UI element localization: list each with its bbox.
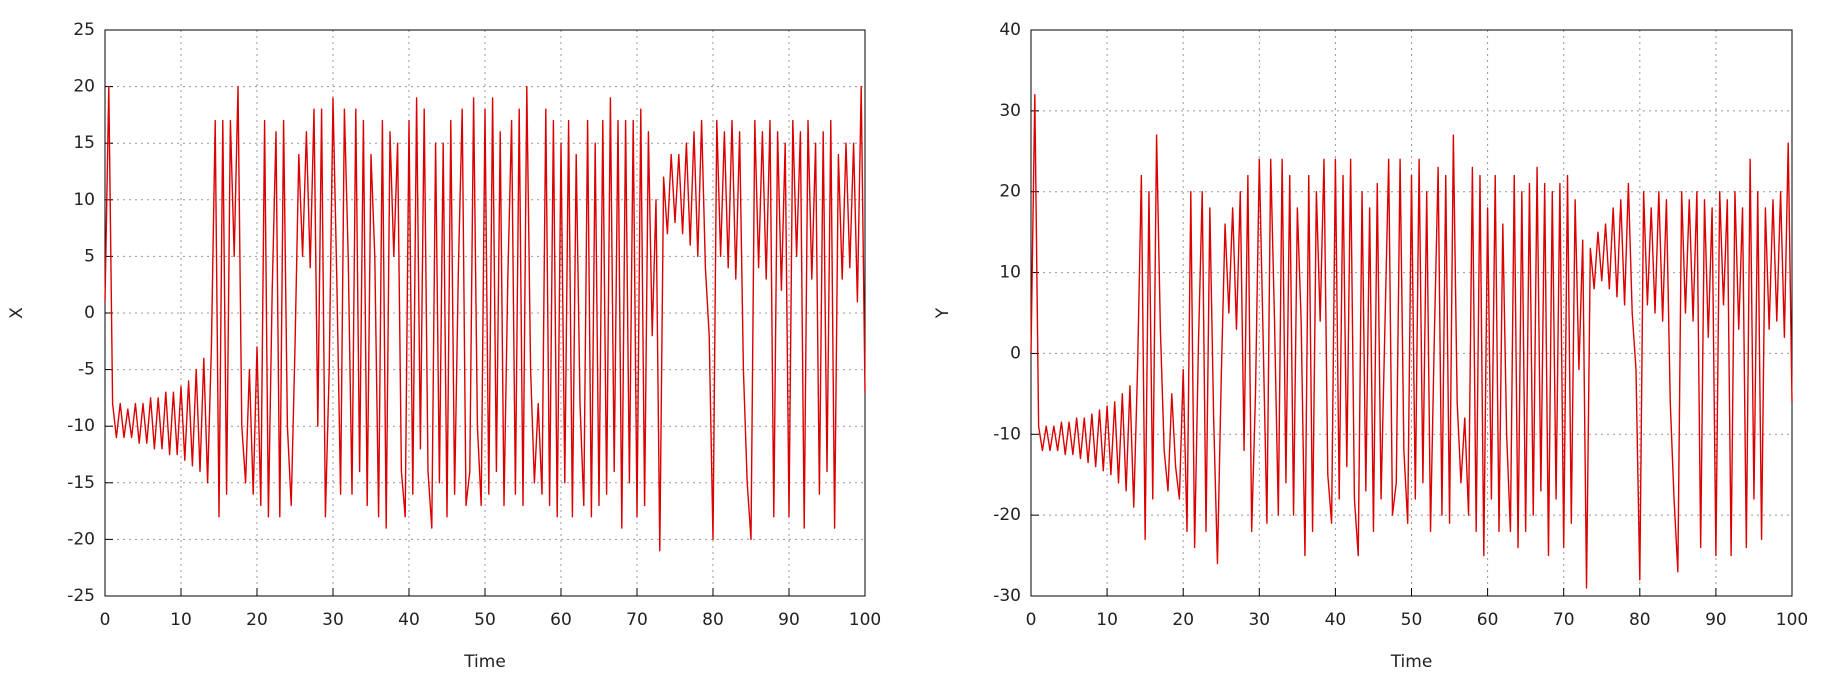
- x-tick-label: 0: [1026, 610, 1037, 630]
- y-tick-label: 15: [73, 133, 95, 153]
- x-tick-label: 20: [246, 610, 268, 630]
- y-tick-label: -20: [993, 505, 1021, 525]
- y-tick-label: 0: [1010, 343, 1021, 363]
- x-tick-label: 20: [1172, 610, 1194, 630]
- x-tick-label: 10: [170, 610, 192, 630]
- y-tick-label: 20: [999, 182, 1021, 202]
- y-tick-label: 0: [84, 303, 95, 323]
- x-tick-label: 100: [849, 610, 881, 630]
- y-tick-label: 40: [999, 20, 1021, 40]
- x-tick-label: 40: [1325, 610, 1347, 630]
- x-axis-label: Time: [463, 652, 506, 672]
- x-tick-label: 80: [1629, 610, 1651, 630]
- y-tick-label: -5: [78, 360, 95, 380]
- x-tick-label: 70: [1553, 610, 1575, 630]
- x-tick-label: 90: [778, 610, 800, 630]
- x-tick-label: 60: [1477, 610, 1499, 630]
- x-tick-label: 0: [100, 610, 111, 630]
- y-axis-label: Y: [933, 307, 953, 319]
- x-tick-label: 60: [550, 610, 572, 630]
- plot-frame: [104, 29, 866, 597]
- x-tick-label: 100: [1776, 610, 1808, 630]
- x-tick-label: 50: [474, 610, 496, 630]
- x-tick-label: 70: [626, 610, 648, 630]
- y-tick-label: -30: [993, 586, 1021, 606]
- y-tick-label: 10: [73, 190, 95, 210]
- x-axis-label: Time: [1390, 652, 1433, 672]
- y-axis-label: X: [7, 307, 27, 319]
- y-tick-label: -25: [67, 586, 95, 606]
- x-tick-label: 40: [398, 610, 420, 630]
- x-tick-label: 50: [1401, 610, 1423, 630]
- x-tick-label: 10: [1096, 610, 1118, 630]
- x-tick-label: 90: [1705, 610, 1727, 630]
- y-tick-label: 20: [73, 77, 95, 97]
- x-tick-label: 80: [702, 610, 724, 630]
- y-tick-label: 30: [999, 101, 1021, 121]
- x-tick-label: 30: [322, 610, 344, 630]
- y-tick-label: 5: [84, 246, 95, 266]
- y-tick-label: 10: [999, 263, 1021, 283]
- y-tick-label: -10: [67, 416, 95, 436]
- data-line: [104, 85, 866, 552]
- y-tick-label: -10: [993, 424, 1021, 444]
- x-tick-label: 30: [1248, 610, 1270, 630]
- data-line: [1030, 93, 1793, 589]
- y-tick-label: -20: [67, 529, 95, 549]
- y-tick-label: -15: [67, 473, 95, 493]
- y-tick-label: 25: [73, 20, 95, 40]
